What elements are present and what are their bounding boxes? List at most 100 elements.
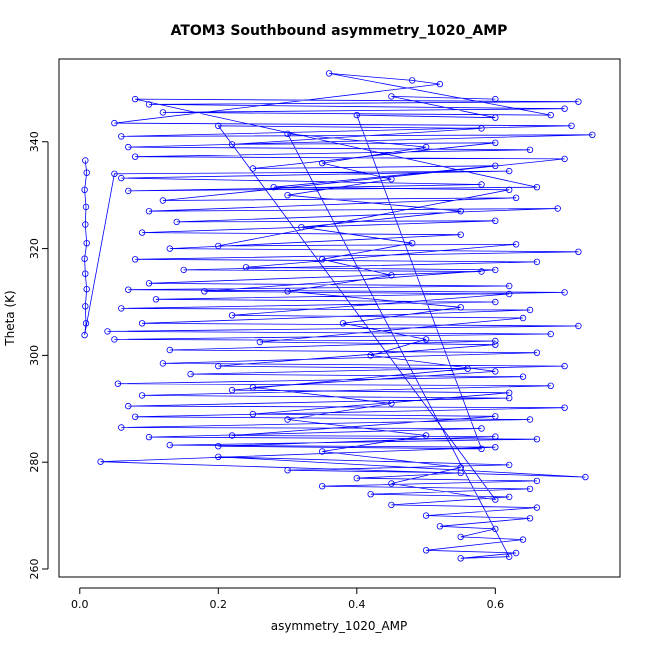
data-point [125,143,132,151]
data-point [492,341,499,348]
data-point [228,432,236,439]
data-point [82,221,89,228]
data-point [492,337,499,345]
data-point [166,346,173,354]
data-point [492,368,499,375]
series-line [84,73,593,559]
data-point [492,525,499,533]
data-point [159,109,167,116]
data-point [228,141,236,148]
data-point [249,384,257,391]
data-point [561,289,568,296]
data-point [533,504,541,511]
data-point [492,139,499,146]
data-point [526,306,534,314]
data-point [457,207,464,215]
x-tick-label: 0.0 [71,598,89,611]
data-point [436,523,444,530]
data-point [125,187,132,195]
data-point [215,362,222,370]
data-point [457,533,464,541]
data-point [82,270,89,277]
data-point [506,167,513,175]
plot-frame [58,58,621,578]
data-point [422,547,430,554]
data-point [215,443,222,450]
data-point [298,223,305,231]
data-point [561,362,568,370]
data-point [533,258,541,266]
data-point [512,194,520,201]
data-point [506,493,513,501]
data-point [457,555,464,562]
data-point [388,175,395,183]
data-point [457,231,464,238]
data-point [492,433,499,440]
data-point [284,416,291,423]
data-point [457,304,464,311]
data-point [582,473,589,481]
data-point [319,256,326,263]
data-point [228,312,236,319]
data-point [492,95,499,103]
data-point [215,453,222,460]
data-point [367,352,374,359]
data-point [422,512,430,519]
data-point [325,70,333,77]
data-point [228,386,236,394]
data-point [82,157,89,164]
data-point [118,133,125,140]
data-point [353,475,360,482]
data-point [242,264,250,271]
chart-title: ATOM3 Southbound asymmetry_1020_AMP [171,23,508,39]
data-point [114,380,122,387]
data-point [339,320,347,327]
data-point [533,477,541,485]
data-point [319,159,326,167]
data-point [506,186,513,193]
x-tick-label: 0.4 [348,598,366,611]
data-point [519,536,527,543]
data-point [422,143,430,151]
data-point [118,424,125,431]
data-point [131,413,139,420]
x-tick-label: 0.2 [210,598,228,611]
data-point [478,125,485,132]
data-point [131,256,139,263]
data-point [145,280,153,287]
data-point [422,432,430,439]
data-point [561,105,568,112]
data-point [492,162,499,169]
data-point [388,93,395,100]
data-point [125,286,132,293]
data-point [97,458,104,465]
data-point [284,467,291,474]
data-point [215,242,222,250]
data-point [166,245,173,252]
data-point [111,119,118,127]
data-point [554,205,561,212]
data-point [478,268,485,275]
data-point [519,314,527,322]
y-tick-label: 340 [28,131,41,152]
y-tick-label: 320 [28,238,41,259]
data-point [589,131,596,138]
data-point [512,241,520,248]
data-point [249,165,257,172]
data-point [82,203,90,211]
data-point [138,229,146,236]
data-point [319,448,326,455]
data-point [83,169,90,176]
data-point [118,305,125,312]
data-point [533,349,541,356]
data-point [492,444,499,451]
data-point [533,436,541,443]
data-point [547,330,554,338]
data-point [506,461,513,469]
data-point [152,296,160,303]
y-axis-label: Theta (K) [3,290,17,346]
data-point [82,303,89,310]
data-point [492,217,499,224]
data-point [388,501,395,509]
data-point [478,181,485,188]
